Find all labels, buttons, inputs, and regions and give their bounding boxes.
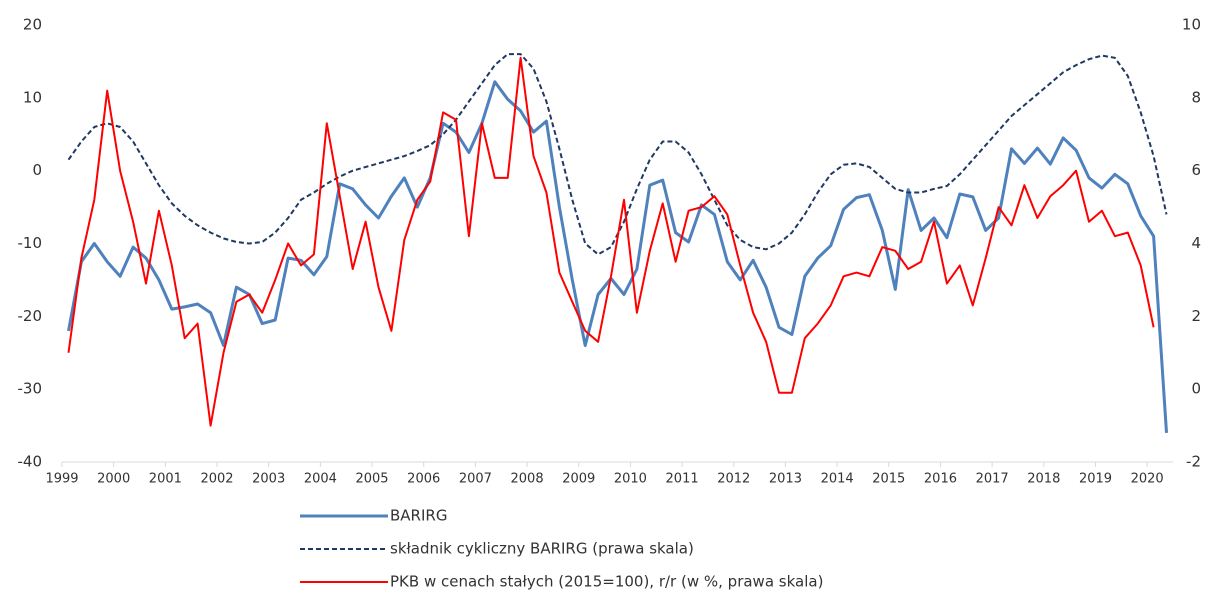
x-tick-label: 2012: [717, 472, 750, 487]
x-tick-label: 2009: [562, 472, 595, 487]
x-tick-label: 2000: [97, 472, 130, 487]
legend-label: BARIRG: [390, 507, 447, 525]
x-tick-label: 2008: [511, 472, 544, 487]
y-tick-label: -20: [18, 307, 43, 325]
y-tick-label: 10: [23, 88, 42, 106]
x-tick-label: 2014: [821, 472, 854, 487]
y2-tick-label: 6: [1191, 161, 1201, 179]
x-tick-label: 1999: [45, 472, 78, 487]
y2-tick-label: 0: [1191, 380, 1201, 398]
y-tick-label: 0: [32, 161, 42, 179]
x-tick-label: 2017: [976, 472, 1009, 487]
x-tick-label: 2019: [1079, 472, 1112, 487]
x-tick-label: 2002: [200, 472, 233, 487]
series-line: [67, 80, 1168, 433]
y2-tick-label: 2: [1191, 307, 1201, 325]
legend-label: PKB w cenach stałych (2015=100), r/r (w …: [390, 573, 823, 591]
x-tick-label: 2015: [872, 472, 905, 487]
x-tick-label: 2013: [769, 472, 802, 487]
x-tick-label: 2005: [355, 472, 388, 487]
x-tick-label: 2020: [1131, 472, 1164, 487]
x-tick-label: 2004: [304, 472, 337, 487]
y-tick-label: 20: [23, 16, 42, 34]
y2-tick-label: -2: [1186, 453, 1201, 471]
x-tick-label: 2001: [149, 472, 182, 487]
y-tick-label: -10: [18, 234, 43, 252]
legend-label: składnik cykliczny BARIRG (prawa skala): [390, 540, 694, 558]
y-tick-label: -40: [18, 453, 43, 471]
y2-tick-label: 4: [1191, 234, 1201, 252]
x-tick-label: 2007: [459, 472, 492, 487]
x-tick-label: 2011: [666, 472, 699, 487]
series-line: [67, 53, 1168, 256]
x-tick-label: 2010: [614, 472, 647, 487]
x-tick-label: 2018: [1027, 472, 1060, 487]
x-tick-label: 2003: [252, 472, 285, 487]
x-tick-label: 2006: [407, 472, 440, 487]
y2-tick-label: 10: [1182, 16, 1201, 34]
series-line: [67, 56, 1155, 427]
x-tick-label: 2016: [924, 472, 957, 487]
y2-tick-label: 8: [1191, 88, 1201, 106]
y-tick-label: -30: [18, 380, 43, 398]
